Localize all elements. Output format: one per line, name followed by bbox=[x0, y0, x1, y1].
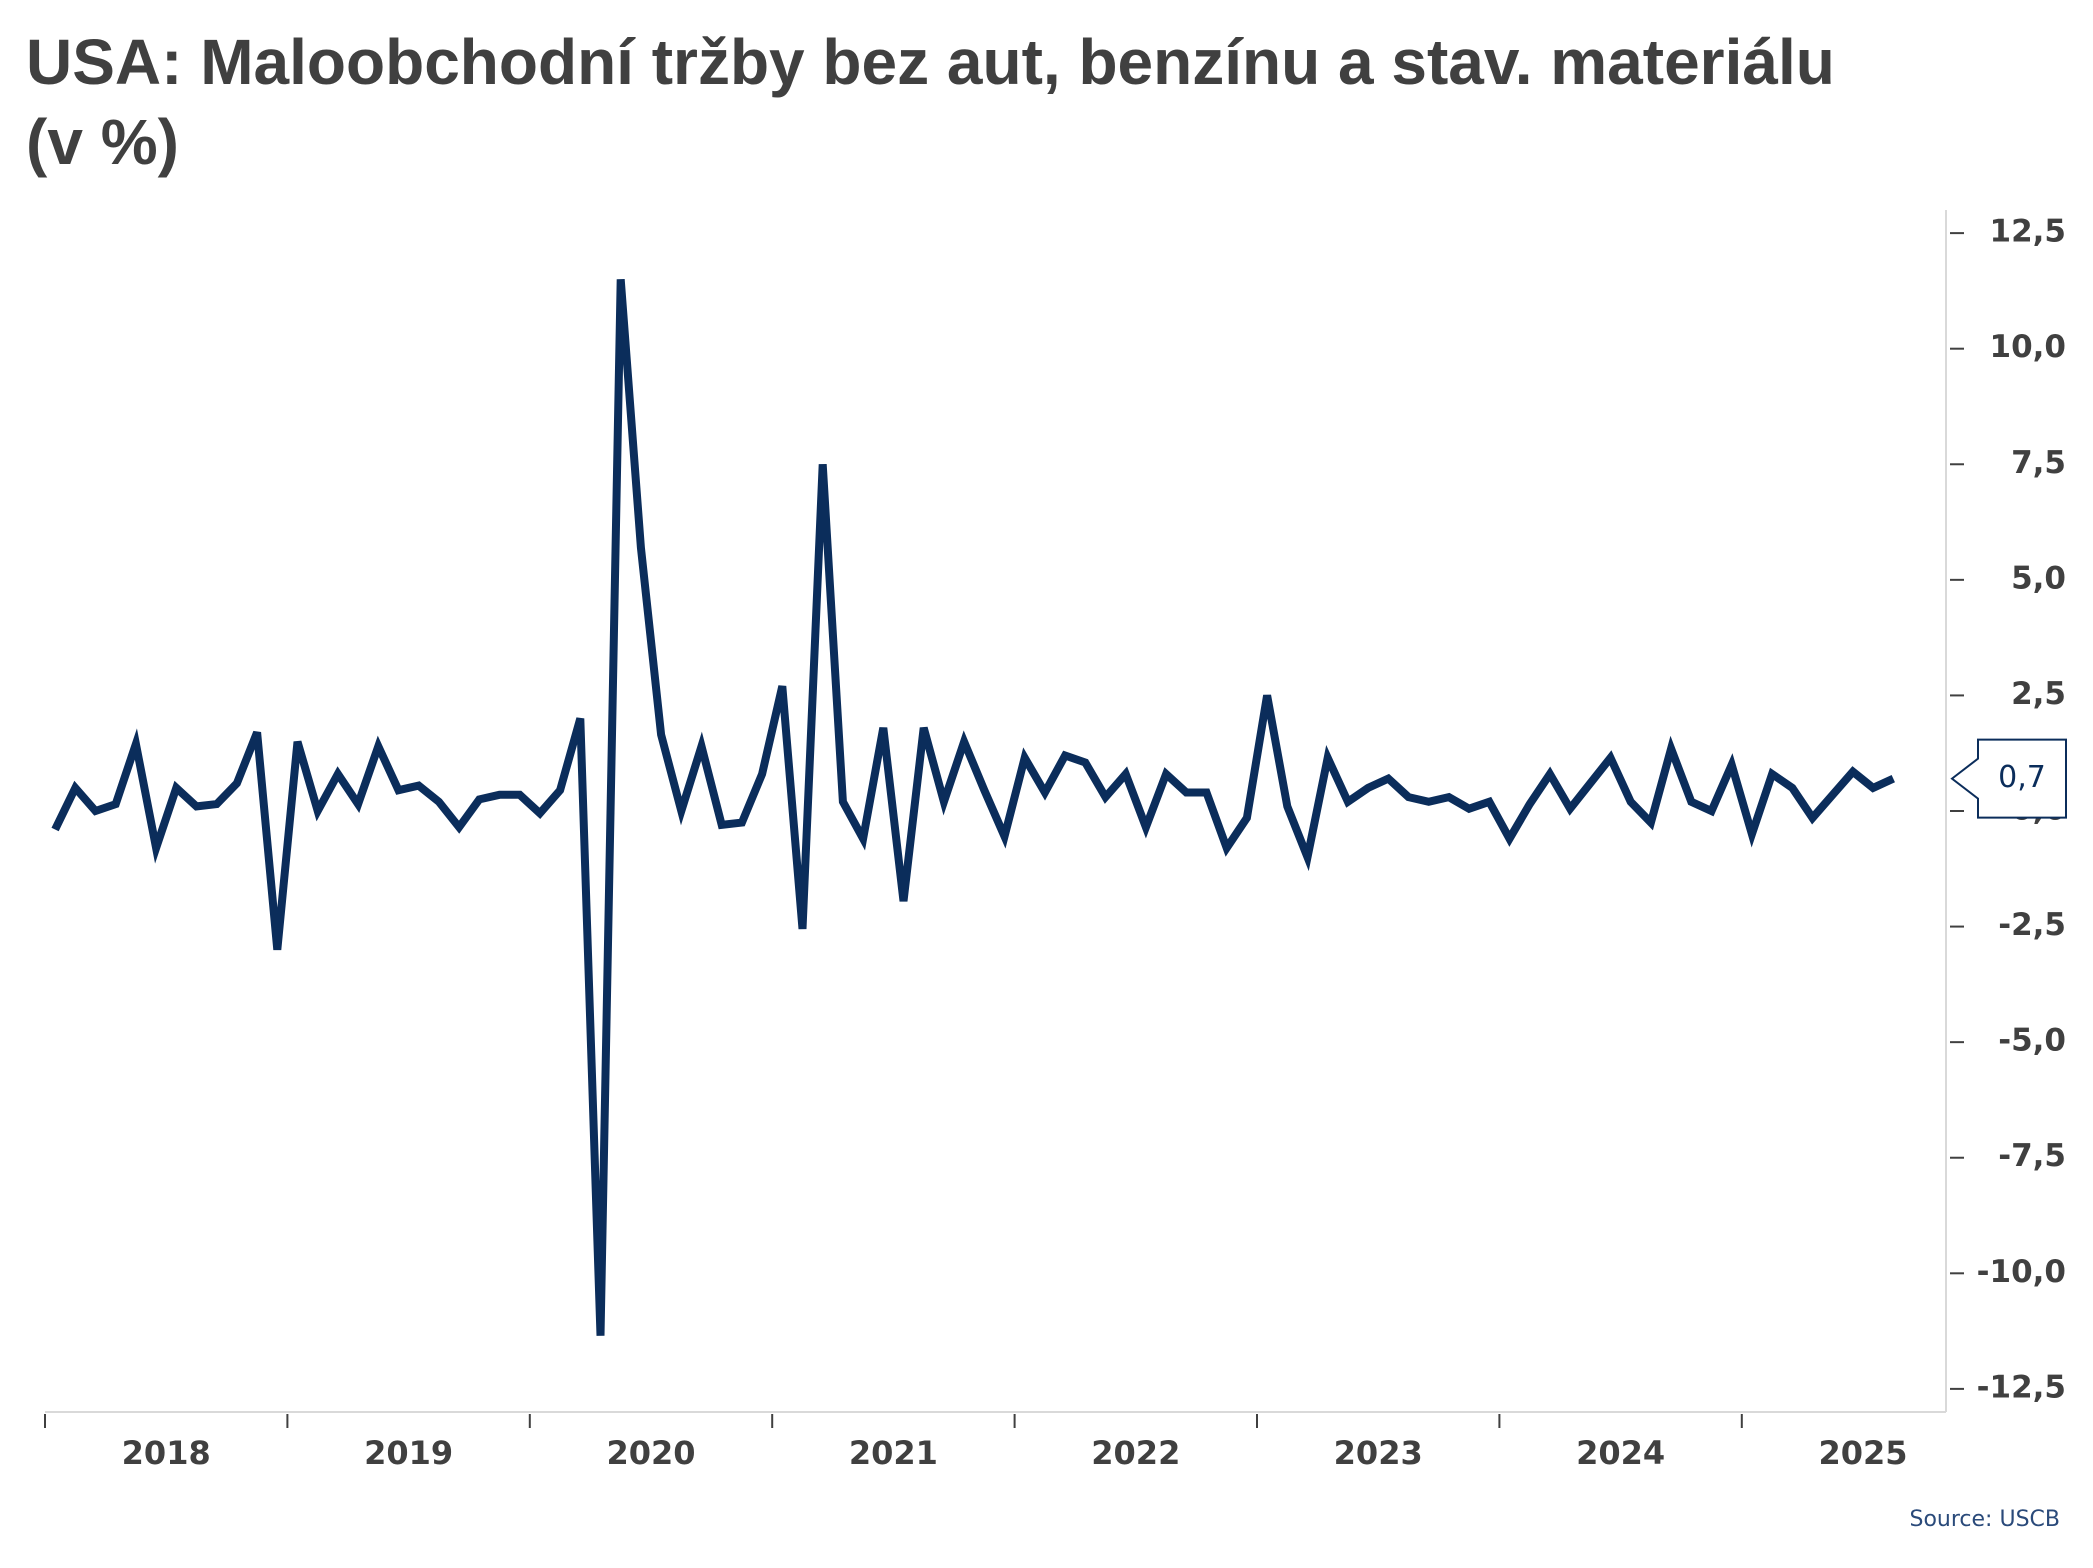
source: Source: USCB bbox=[1910, 1507, 2061, 1532]
x-tick-label: 2024 bbox=[1576, 1434, 1665, 1472]
x-tick-label: 2025 bbox=[1818, 1434, 1907, 1472]
y-tick-label: -7,5 bbox=[1998, 1138, 2066, 1174]
y-tick-label: 2,5 bbox=[2011, 676, 2066, 712]
value-label-box bbox=[1950, 738, 2067, 819]
x-tick-label: 2019 bbox=[364, 1434, 453, 1472]
y-tick-label: 10,0 bbox=[1990, 329, 2067, 365]
line bbox=[51, 278, 1895, 1336]
x-tick-label: 2020 bbox=[606, 1434, 695, 1472]
x-tick-label: 2021 bbox=[849, 1434, 938, 1472]
x-tick-label: 2018 bbox=[122, 1434, 211, 1472]
y-tick-label: -2,5 bbox=[1998, 907, 2066, 943]
x-tick-label: 2023 bbox=[1334, 1434, 1423, 1472]
x-tick-label: 2022 bbox=[1091, 1434, 1180, 1472]
value-label: 0,7 bbox=[1998, 760, 2046, 795]
y-tick-label: -5,0 bbox=[1998, 1023, 2066, 1059]
y-tick-label: 12,5 bbox=[1990, 214, 2067, 250]
y-tick-label: 7,5 bbox=[2011, 445, 2066, 481]
y-tick-label: -12,5 bbox=[1977, 1369, 2066, 1405]
y-tick-label: -10,0 bbox=[1977, 1254, 2066, 1290]
chart-title: USA: Maloobchodní tržby bez aut, benzínu… bbox=[26, 26, 1835, 178]
y-tick-label: 5,0 bbox=[2011, 560, 2066, 596]
